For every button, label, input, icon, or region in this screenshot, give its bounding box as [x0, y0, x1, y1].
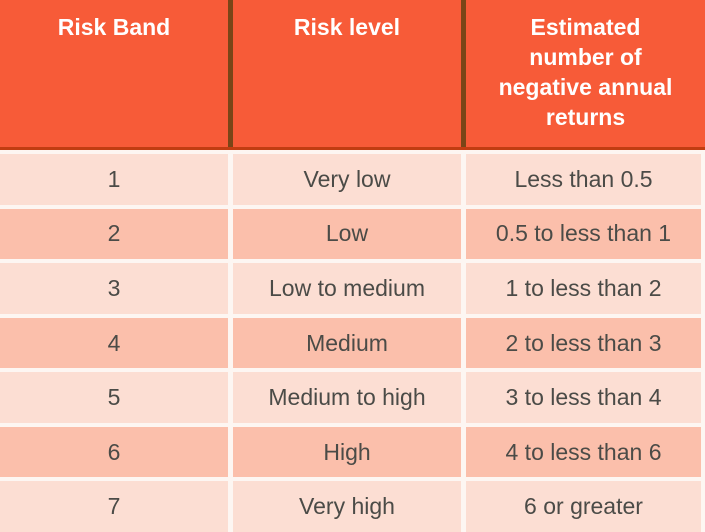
cell-band: 3: [0, 263, 228, 314]
cell-risk-level: Medium to high: [233, 372, 461, 423]
cell-negative-returns: 2 to less than 3: [466, 317, 701, 369]
column-header-risk-level: Risk level: [233, 0, 461, 147]
column-header-negative-returns-label: Estimated number of negative annual retu…: [498, 14, 673, 130]
cell-band: 4: [0, 317, 228, 369]
column-header-risk-level-label: Risk level: [293, 14, 401, 40]
cell-band: 6: [0, 426, 228, 478]
table-row-band-2: 2 Low 0.5 to less than 1: [0, 208, 701, 260]
table-row-band-3: 3 Low to medium 1 to less than 2: [0, 263, 701, 314]
cell-negative-returns: 3 to less than 4: [466, 372, 701, 423]
cell-negative-returns: 0.5 to less than 1: [466, 208, 701, 260]
cell-negative-returns: 6 or greater: [466, 481, 701, 532]
cell-risk-level: Low to medium: [233, 263, 461, 314]
cell-negative-returns: 1 to less than 2: [466, 263, 701, 314]
cell-risk-level: High: [233, 426, 461, 478]
cell-band: 5: [0, 372, 228, 423]
column-header-negative-returns: Estimated number of negative annual retu…: [466, 0, 705, 147]
cell-negative-returns: 4 to less than 6: [466, 426, 701, 478]
table-row-band-1: 1 Very low Less than 0.5: [0, 154, 701, 205]
cell-negative-returns: Less than 0.5: [466, 154, 701, 205]
cell-risk-level: Very high: [233, 481, 461, 532]
table-row-band-5: 5 Medium to high 3 to less than 4: [0, 372, 701, 423]
cell-risk-level: Low: [233, 208, 461, 260]
table-row-band-6: 6 High 4 to less than 6: [0, 426, 701, 478]
cell-band: 2: [0, 208, 228, 260]
cell-band: 1: [0, 154, 228, 205]
table-row-band-4: 4 Medium 2 to less than 3: [0, 317, 701, 369]
cell-risk-level: Medium: [233, 317, 461, 369]
table-header-row: Risk Band Risk level Estimated number of…: [0, 0, 705, 150]
table-row-band-7: 7 Very high 6 or greater: [0, 481, 701, 532]
column-header-risk-band-label: Risk Band: [57, 14, 171, 40]
column-header-risk-band: Risk Band: [0, 0, 228, 147]
cell-band: 7: [0, 481, 228, 532]
cell-risk-level: Very low: [233, 154, 461, 205]
